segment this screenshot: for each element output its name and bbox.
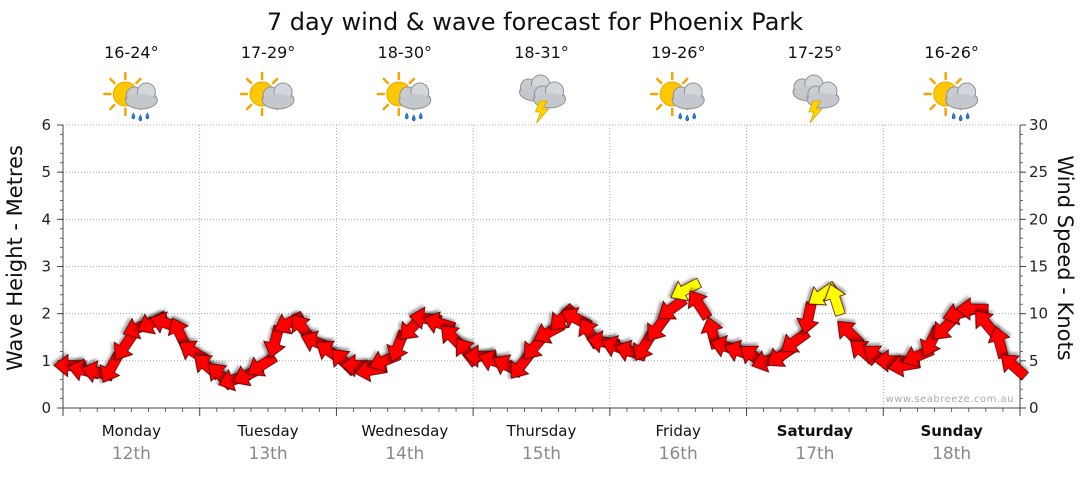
wind-arrow bbox=[340, 353, 374, 378]
left-axis-tick-label: 4 bbox=[41, 210, 51, 228]
raindrop bbox=[411, 114, 416, 122]
wind-arrow-shape bbox=[955, 297, 989, 321]
lightning-bolt bbox=[808, 100, 823, 124]
raindrop bbox=[404, 112, 409, 120]
raindrop bbox=[418, 112, 423, 120]
wind-arrow-shape bbox=[796, 301, 820, 335]
wind-arrow-shape bbox=[837, 320, 865, 348]
raindrop bbox=[685, 114, 690, 122]
storm-cloud-icon bbox=[519, 74, 566, 124]
wind-arrow-warning bbox=[670, 277, 703, 302]
wind-arrow-shape bbox=[670, 277, 703, 302]
sun-cloud-rain-icon bbox=[103, 71, 158, 122]
day-date-label: 15th bbox=[522, 444, 561, 464]
wind-arrow-shape bbox=[987, 325, 1011, 360]
left-axis-tick-label: 1 bbox=[41, 352, 51, 370]
wind-arrow bbox=[955, 297, 989, 321]
day-date-label: 13th bbox=[249, 444, 288, 464]
day-temperature-range: 16-24° bbox=[104, 43, 159, 62]
sun-cloud-rain-icon bbox=[923, 71, 979, 122]
day-name-label: Friday bbox=[655, 422, 701, 440]
wind-arrow-shape bbox=[780, 327, 811, 353]
wind-arrow-series bbox=[53, 277, 1029, 392]
day-date-label: 14th bbox=[385, 444, 424, 464]
day-name-label: Thursday bbox=[506, 422, 577, 440]
watermark-text: www.seabreeze.com.au bbox=[886, 394, 1014, 405]
lightning-bolt bbox=[534, 100, 550, 124]
raindrop bbox=[138, 114, 143, 122]
day-temperature-range: 18-30° bbox=[378, 43, 433, 62]
day-name-label: Monday bbox=[102, 422, 161, 440]
day-date-label: 17th bbox=[795, 444, 834, 464]
right-axis-tick-label: 30 bbox=[1029, 116, 1048, 134]
sun-cloud-rain-icon bbox=[649, 71, 705, 122]
grid-layer bbox=[63, 124, 1020, 408]
day-name-label: Sunday bbox=[920, 422, 983, 440]
day-date-label: 12th bbox=[112, 444, 151, 464]
wind-arrow-shape bbox=[823, 283, 847, 317]
wind-arrow-shape bbox=[263, 324, 286, 359]
left-axis-tick-label: 3 bbox=[41, 258, 51, 276]
right-axis-tick-label: 0 bbox=[1029, 399, 1039, 417]
day-name-label: Tuesday bbox=[237, 422, 299, 440]
right-axis-tick-label: 20 bbox=[1029, 210, 1048, 228]
left-axis-title: Wave Height - Metres bbox=[3, 145, 27, 371]
day-header-layer: 16-24° 17-29° 18-30° 18-31° 19-26° 17-25° 16-2… bbox=[103, 43, 979, 124]
wind-arrow bbox=[1000, 354, 1029, 381]
wind-arrow-shape bbox=[340, 353, 374, 378]
day-name-label: Saturday bbox=[777, 422, 854, 440]
wind-arrow bbox=[687, 290, 713, 321]
raindrop bbox=[145, 112, 150, 120]
wind-arrow-shape bbox=[1000, 354, 1029, 381]
right-axis-tick-label: 10 bbox=[1029, 305, 1048, 323]
right-axis-tick-label: 5 bbox=[1029, 352, 1039, 370]
wind-arrow bbox=[780, 327, 811, 353]
day-temperature-range: 17-25° bbox=[788, 43, 843, 62]
chart-title: 7 day wind & wave forecast for Phoenix P… bbox=[267, 8, 803, 36]
right-axis-title: Wind Speed - Knots bbox=[1053, 155, 1077, 360]
wind-arrow-shape bbox=[687, 290, 713, 321]
wind-arrow bbox=[263, 324, 286, 359]
raindrop bbox=[678, 112, 683, 120]
day-temperature-range: 17-29° bbox=[241, 43, 296, 62]
raindrop bbox=[958, 114, 963, 122]
axes-layer: 0 1 2 3 4 5 6 0 5 10 15 20 25 30 bbox=[41, 116, 1048, 417]
storm-cloud-icon bbox=[792, 74, 840, 124]
left-axis-tick-label: 0 bbox=[41, 399, 51, 417]
sun-cloud-rain-icon bbox=[376, 71, 432, 122]
left-axis-tick-label: 2 bbox=[41, 305, 51, 323]
day-date-label: 16th bbox=[659, 444, 698, 464]
day-temperature-range: 18-31° bbox=[514, 43, 569, 62]
wind-arrow-shape bbox=[873, 348, 907, 373]
wind-arrow bbox=[837, 320, 865, 348]
right-axis-tick-label: 15 bbox=[1029, 258, 1048, 276]
day-label-layer: Monday 12th Tuesday 13th Wednesday 14th Thursd… bbox=[102, 422, 983, 464]
wind-arrow-warning bbox=[823, 283, 847, 317]
left-axis-tick-label: 5 bbox=[41, 163, 51, 181]
left-axis-tick-label: 6 bbox=[41, 116, 51, 134]
wind-arrow bbox=[987, 325, 1011, 360]
day-date-label: 18th bbox=[932, 444, 971, 464]
day-name-label: Wednesday bbox=[361, 422, 448, 440]
raindrop bbox=[692, 112, 697, 120]
right-axis-tick-label: 25 bbox=[1029, 163, 1048, 181]
raindrop bbox=[951, 112, 956, 120]
raindrop bbox=[131, 112, 136, 120]
day-temperature-range: 16-26° bbox=[924, 43, 979, 62]
sun-cloud-icon bbox=[239, 71, 295, 117]
wind-arrow bbox=[796, 301, 820, 335]
raindrop bbox=[965, 112, 970, 120]
wind-arrow bbox=[873, 348, 907, 373]
day-temperature-range: 19-26° bbox=[651, 43, 706, 62]
